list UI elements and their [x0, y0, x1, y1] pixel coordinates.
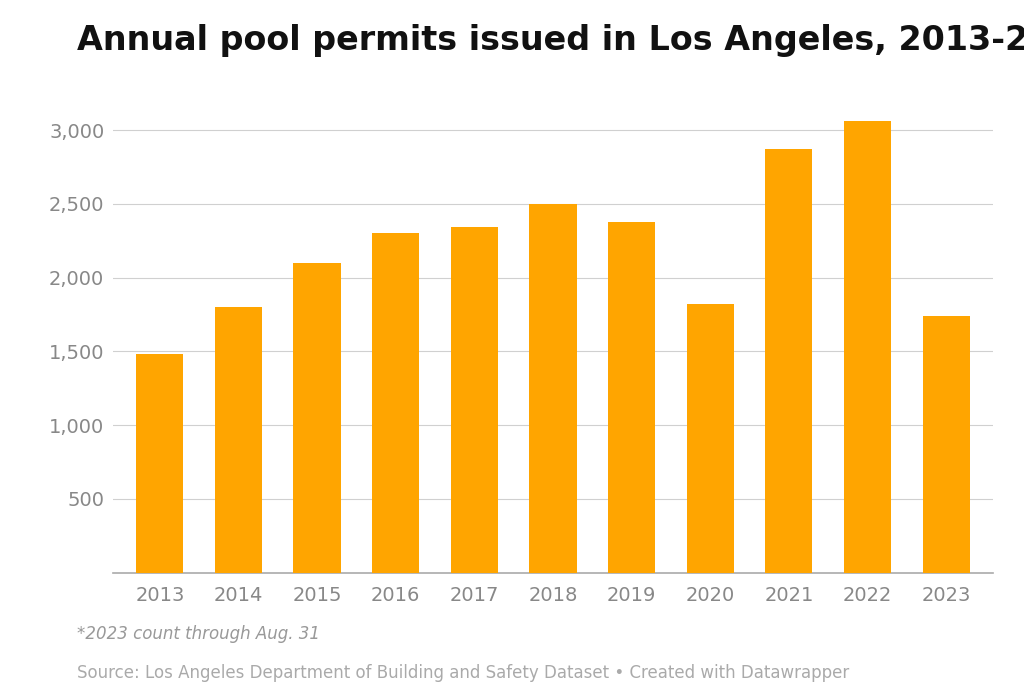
Bar [529, 204, 577, 573]
Text: Annual pool permits issued in Los Angeles, 2013-2023: Annual pool permits issued in Los Angele… [77, 24, 1024, 58]
Bar [294, 263, 341, 573]
Bar [844, 121, 891, 573]
Bar [687, 304, 734, 573]
Bar [215, 307, 262, 573]
Bar [765, 149, 812, 573]
Text: *2023 count through Aug. 31: *2023 count through Aug. 31 [77, 625, 319, 643]
Bar [136, 354, 183, 573]
Text: Source: Los Angeles Department of Building and Safety Dataset • Created with Dat: Source: Los Angeles Department of Buildi… [77, 664, 849, 682]
Bar [923, 316, 970, 573]
Bar [608, 221, 655, 573]
Bar [372, 233, 419, 573]
Bar [451, 228, 498, 573]
